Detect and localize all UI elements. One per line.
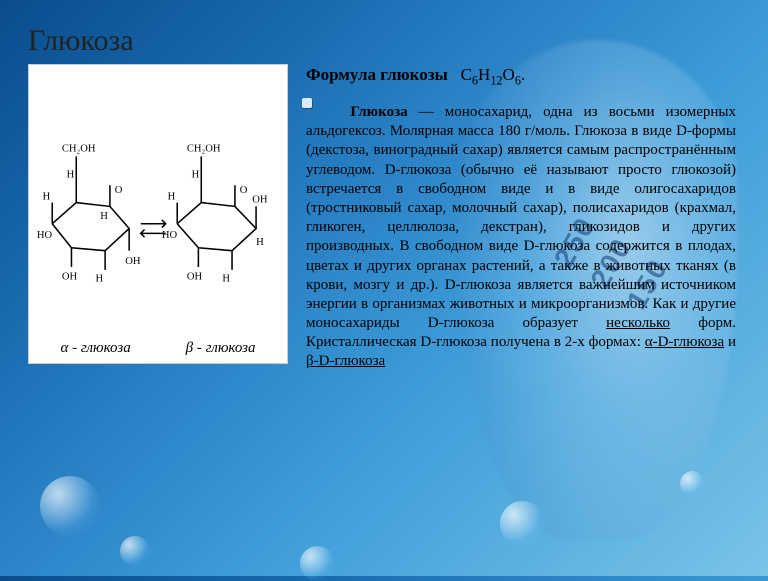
beta-label: β - глюкоза [186,340,256,357]
formula-line: Формула глюкозы C6H12O6. [306,64,740,89]
underline-2: α-D-глюкоза [645,334,724,350]
diagram-caption-row: α - глюкоза β - глюкоза [33,340,283,359]
svg-text:H: H [96,273,104,284]
bullet-icon [302,98,312,108]
svg-text:HO: HO [162,230,178,241]
body-paragraph: Глюкоза — моносахарид, одна из восьми из… [306,103,736,372]
svg-text:H: H [67,170,75,181]
svg-text:OH: OH [252,195,268,206]
underline-1: несколько [606,315,670,331]
body-part-3: и [724,334,736,350]
alpha-label: α - глюкоза [60,340,130,357]
svg-text:OH: OH [125,256,141,267]
svg-text:H: H [192,170,200,181]
svg-text:OH: OH [187,272,203,283]
svg-text:H: H [43,192,51,203]
lead-word: Глюкоза [350,104,407,120]
formula-label: Формула глюкозы [306,65,448,84]
glucose-svg: CH₂OH O H H OH H OH HO H [33,69,283,340]
two-column-layout: CH₂OH O H H OH H OH HO H [28,64,740,372]
underline-3: β-D-глюкоза [306,353,385,369]
svg-text:H: H [168,192,176,203]
svg-text:H: H [100,211,108,222]
svg-text:CH₂OH: CH₂OH [62,144,96,155]
glucose-structure-diagram: CH₂OH O H H OH H OH HO H [28,64,288,364]
left-column: CH₂OH O H H OH H OH HO H [28,64,288,372]
svg-text:H: H [256,237,264,248]
formula-value: C6H12O6. [461,65,526,84]
slide-content: Глюкоза [0,0,768,576]
svg-text:H: H [222,273,230,284]
svg-text:OH: OH [62,272,78,283]
svg-text:HO: HO [37,230,53,241]
svg-text:O: O [240,185,248,196]
body-part-1: — моносахарид, одна из восьми изомерных … [306,104,736,331]
right-column: Формула глюкозы C6H12O6. Глюкоза — монос… [306,64,740,372]
svg-text:CH₂OH: CH₂OH [187,144,221,155]
svg-text:O: O [115,185,123,196]
page-title: Глюкоза [28,24,740,58]
